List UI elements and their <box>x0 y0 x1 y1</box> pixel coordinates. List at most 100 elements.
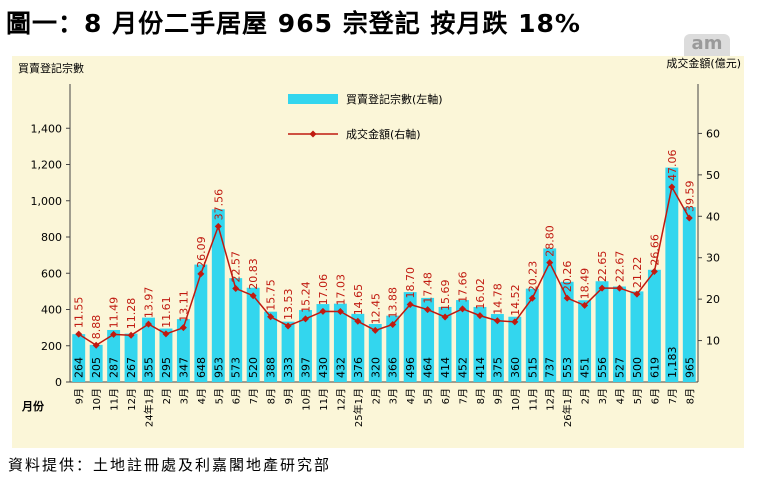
bar <box>142 317 155 382</box>
x-category-label: 4月 <box>405 388 417 404</box>
bar-value-label: 355 <box>143 357 156 378</box>
bar-value-label: 432 <box>334 357 347 378</box>
bar <box>682 207 696 382</box>
bar <box>316 304 330 382</box>
x-axis-title: 月份 <box>21 399 45 413</box>
line-point <box>179 324 187 332</box>
line-value-label: 11.28 <box>125 298 138 330</box>
bar-value-label: 320 <box>369 357 382 378</box>
line-point <box>145 320 152 328</box>
x-category-label: 3月 <box>597 388 609 404</box>
left-tick-label: 1,200 <box>31 159 63 172</box>
bar-value-label: 451 <box>579 357 592 378</box>
line-value-label: 14.52 <box>509 284 522 316</box>
bar-value-label: 527 <box>614 357 627 378</box>
line-point <box>389 320 397 328</box>
x-category-label: 5月 <box>632 388 644 404</box>
bar <box>403 292 417 382</box>
line-point <box>162 330 170 338</box>
x-category-label: 12月 <box>126 388 138 411</box>
left-tick-label: 200 <box>41 340 62 353</box>
line-series <box>78 184 690 347</box>
x-category-label: 11月 <box>527 388 539 411</box>
bar-value-label: 515 <box>526 357 539 378</box>
line-point <box>528 294 536 302</box>
line-value-label: 17.48 <box>422 272 435 304</box>
bar <box>647 269 661 382</box>
line-value-label: 20.83 <box>247 258 260 290</box>
bar-value-label: 388 <box>265 357 278 378</box>
bar-value-label: 414 <box>439 357 452 378</box>
x-category-label: 4月 <box>615 388 627 404</box>
line-point <box>563 294 571 302</box>
bar <box>264 311 278 382</box>
line-value-label: 8.88 <box>90 315 103 340</box>
x-category-label: 12月 <box>545 388 557 411</box>
logo-line-1: am <box>691 33 723 54</box>
bar <box>246 287 260 382</box>
x-category-label: 6月 <box>440 388 452 404</box>
bar <box>368 324 382 382</box>
bar-value-label: 965 <box>683 357 696 378</box>
left-tick-label: 0 <box>55 376 62 389</box>
line-value-label: 20.26 <box>561 261 574 293</box>
x-category-label: 8月 <box>266 388 278 404</box>
right-tick-label: 30 <box>706 252 720 265</box>
bar <box>72 334 86 382</box>
line-point <box>232 284 240 292</box>
line-value-label: 26.09 <box>195 236 208 267</box>
left-tick-label: 800 <box>41 231 62 244</box>
right-tick-label: 40 <box>706 210 720 223</box>
bar-value-label: 619 <box>648 357 661 378</box>
x-category-label: 5月 <box>213 388 225 404</box>
x-category-label: 7月 <box>667 388 679 404</box>
line-value-label: 11.49 <box>108 297 121 329</box>
left-axis-title: 買賣登記宗數 <box>18 61 84 75</box>
bar-value-label: 366 <box>387 357 400 378</box>
bar <box>456 300 469 382</box>
left-tick-label: 400 <box>41 304 62 317</box>
line-value-label: 15.69 <box>439 279 452 311</box>
right-tick-label: 10 <box>706 335 720 348</box>
line-point <box>267 313 275 321</box>
line-point <box>75 330 83 338</box>
source-credit: 資料提供：土地註冊處及利嘉閣地產研究部 <box>8 456 332 474</box>
x-category-label: 5月 <box>423 388 435 404</box>
x-category-label: 6月 <box>649 388 661 404</box>
line-value-label: 21.22 <box>631 257 644 289</box>
bar <box>560 281 574 382</box>
bar-value-label: 500 <box>631 357 644 378</box>
bar <box>159 328 173 382</box>
line-value-label: 26.66 <box>648 234 661 266</box>
left-tick-label: 600 <box>41 267 62 280</box>
legend-line-marker <box>309 130 317 138</box>
bar-value-label: 287 <box>108 357 121 378</box>
bar-value-label: 414 <box>474 357 487 378</box>
headline: 圖一：8 月份二手居屋 965 宗登記 按月跌 18% <box>6 9 581 38</box>
bar <box>194 264 208 382</box>
bar <box>578 300 592 382</box>
x-category-label: 24年1月 <box>143 388 156 427</box>
bar-value-label: 556 <box>596 357 609 378</box>
bar-value-label: 953 <box>212 357 225 378</box>
bar <box>333 303 347 382</box>
x-category-label: 2月 <box>580 388 592 404</box>
x-category-label: 9月 <box>74 388 86 404</box>
right-tick-label: 50 <box>706 169 720 182</box>
line-point <box>441 313 449 321</box>
legend-bar-label: 買賣登記宗數(左軸) <box>346 92 443 106</box>
bar <box>89 344 103 382</box>
line-value-label: 13.97 <box>143 287 156 319</box>
bar <box>386 315 400 382</box>
x-category-label: 26年1月 <box>561 388 574 427</box>
line-value-label: 13.53 <box>282 288 295 320</box>
bar <box>211 209 225 382</box>
line-point <box>581 301 589 309</box>
bar <box>281 321 295 382</box>
x-category-label: 7月 <box>248 388 260 404</box>
line-value-label: 13.88 <box>387 287 400 319</box>
left-tick-label: 1,400 <box>31 122 63 135</box>
bar-value-label: 496 <box>404 357 417 378</box>
line-value-label: 22.57 <box>230 251 243 283</box>
x-category-label: 11月 <box>318 388 330 411</box>
